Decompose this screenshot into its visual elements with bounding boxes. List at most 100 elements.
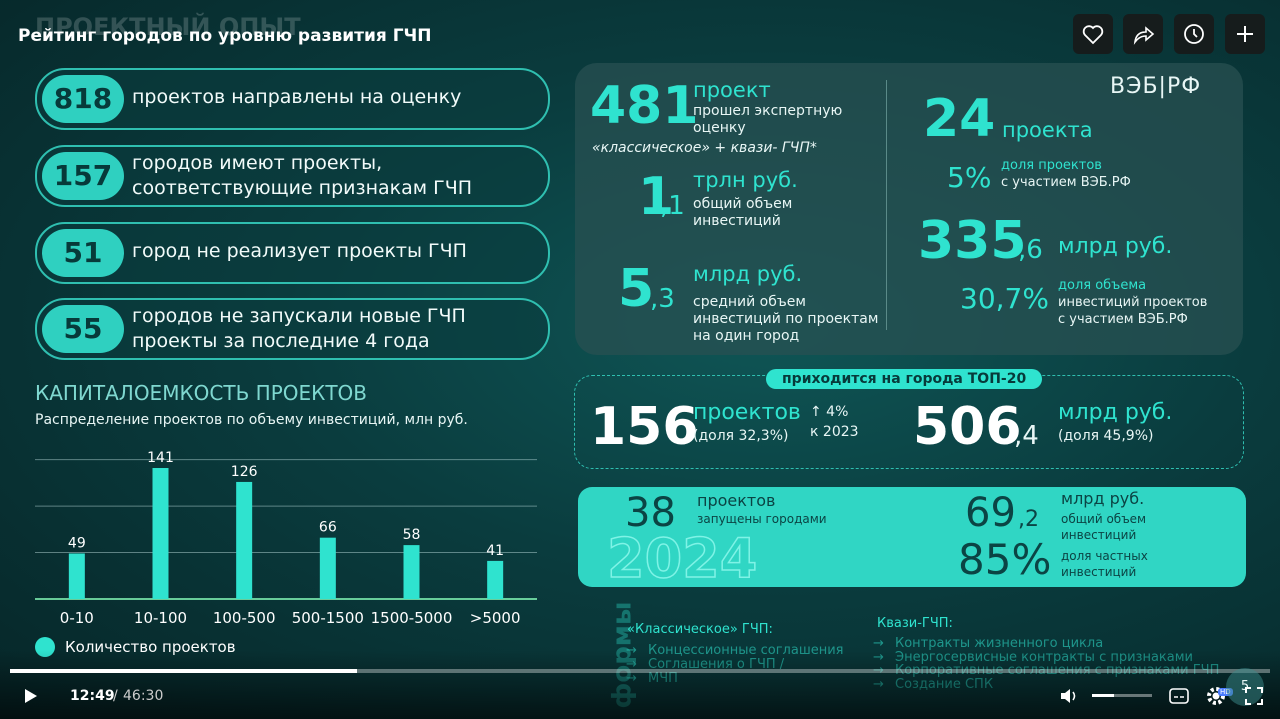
stat-text: инвестиций (1061, 565, 1137, 579)
stat-text: прошел экспертную (693, 103, 843, 119)
stat-unit: млрд руб. (1061, 489, 1145, 508)
stat-decimal: ,1 (660, 191, 685, 221)
fullscreen-button[interactable] (1244, 686, 1264, 706)
stat-text: проектов направлены на оценку (132, 86, 462, 108)
data-label: 66 (319, 520, 337, 536)
stat-share: 85% (958, 535, 1052, 584)
arrow: → (873, 636, 884, 651)
bar (487, 560, 504, 599)
data-label: 49 (68, 535, 86, 551)
stat-text: инвестиций (1061, 528, 1137, 542)
stat-number: 818 (42, 75, 124, 123)
stat-text: город не реализует проекты ГЧП (132, 240, 467, 262)
stat-text: доля проектов (1001, 158, 1102, 173)
stat-text: инвестиций (693, 213, 781, 229)
x-tick-label: 100-500 (213, 609, 276, 627)
stat-unit: млрд руб. (693, 262, 803, 286)
stat-decimal: ,4 (1014, 421, 1039, 451)
stat-text: доля частных (1061, 549, 1148, 563)
volume-button[interactable] (1058, 686, 1082, 706)
play-button[interactable] (20, 686, 40, 706)
bar (152, 468, 169, 599)
add-button[interactable] (1225, 14, 1265, 54)
x-tick-label: >5000 (470, 609, 521, 627)
stat-number: 335 (918, 211, 1027, 271)
growth: ↑ 4% (810, 404, 849, 420)
stat-text: на один город (693, 328, 800, 344)
stat-decimal: ,2 (1018, 507, 1039, 532)
stat-unit: млрд руб. (1058, 234, 1173, 259)
stat-number: 24 (923, 89, 996, 149)
stat-unit: проектов (697, 491, 776, 510)
x-tick-label: 500-1500 (292, 609, 364, 627)
stat-text: доля объема (1058, 278, 1147, 293)
volume-level (1092, 694, 1114, 697)
like-button[interactable] (1073, 14, 1113, 54)
stat-decimal: ,6 (1018, 235, 1043, 265)
stat-text: инвестиций проектов (1058, 295, 1208, 310)
bar (68, 553, 85, 599)
video-title[interactable]: Рейтинг городов по уровню развития ГЧП (18, 26, 432, 46)
stat-number: 55 (42, 305, 124, 353)
stat-number: 5 (618, 259, 655, 319)
share-button[interactable] (1123, 14, 1163, 54)
x-tick-label: 10-100 (134, 609, 187, 627)
stat-text: запущены городами (697, 512, 827, 526)
share-icon (1133, 26, 1155, 45)
stat-unit: млрд руб. (1058, 400, 1173, 425)
stat-number: 157 (42, 152, 124, 200)
stat-text: средний объем (693, 294, 806, 310)
stat-number: 69 (965, 490, 1016, 536)
stat-text: городов имеют проекты, (132, 152, 383, 174)
stat-pill: 818 проектов направлены на оценку (35, 68, 550, 130)
stat-pill: 51 город не реализует проекты ГЧП (35, 222, 550, 284)
stat-text: с участием ВЭБ.РФ (1058, 312, 1188, 327)
stat-text: с участием ВЭБ.РФ (1001, 175, 1131, 190)
quality-badge: HD (1218, 688, 1233, 697)
stat-number: 51 (42, 229, 124, 277)
summary-panel (575, 63, 1243, 355)
stat-number: 156 (590, 397, 699, 457)
stat-text: общий объем (693, 196, 793, 212)
stat-number: 481 (590, 76, 699, 136)
stat-text: (доля 45,9%) (1058, 428, 1154, 444)
stat-decimal: ,3 (650, 284, 675, 314)
time-current: 12:49 (70, 688, 115, 704)
stat-text: проекты за последние 4 года (132, 330, 430, 352)
chart-subtitle: Распределение проектов по объему инвести… (35, 412, 468, 428)
forms-title: «Классическое» ГЧП: (627, 622, 773, 637)
stat-text: общий объем (1061, 512, 1147, 526)
stat-share: 5% (947, 161, 992, 194)
watch-later-button[interactable] (1174, 14, 1214, 54)
year-panel (578, 487, 1246, 587)
data-label: 58 (403, 527, 421, 543)
progress-played (10, 669, 357, 673)
stat-unit: трлн руб. (693, 168, 798, 192)
stat-text: соответствующие признакам ГЧП (132, 177, 473, 199)
chart-title: КАПИТАЛОЕМКОСТЬ ПРОЕКТОВ (35, 381, 368, 405)
stat-text: городов не запускали новые ГЧП (132, 305, 466, 327)
stat-note: «классическое» + квази- ГЧП* (592, 140, 817, 156)
divider (886, 80, 887, 330)
subtitles-button[interactable] (1168, 686, 1190, 706)
growth-ref: к 2023 (810, 424, 859, 440)
bar (403, 545, 420, 599)
watermark: ПРОЕКТНЫЙ ОПЫТ (35, 13, 301, 41)
stat-text: оценку (693, 120, 746, 136)
clock-icon (1184, 24, 1204, 44)
year: 2024 (606, 527, 758, 591)
time-separator: / (113, 688, 118, 704)
bar (319, 537, 336, 599)
progress-track[interactable] (10, 669, 1270, 673)
stat-pill: 55 городов не запускали новые ГЧП проекты … (35, 298, 550, 360)
stat-share: 30,7% (960, 282, 1049, 315)
volume-slider[interactable] (1092, 694, 1152, 697)
heart-icon (1082, 25, 1104, 45)
x-tick-label: 1500-5000 (371, 609, 453, 627)
stat-unit: проект (693, 78, 771, 102)
stat-pill: 157 городов имеют проекты, соответствующие… (35, 145, 550, 207)
logo: ВЭБ|РФ (1110, 74, 1202, 99)
plus-icon (1237, 26, 1253, 42)
bar-chart: 0-10 10-100 100-500 500-1500 1500-5000 >5000 4… (35, 450, 537, 657)
